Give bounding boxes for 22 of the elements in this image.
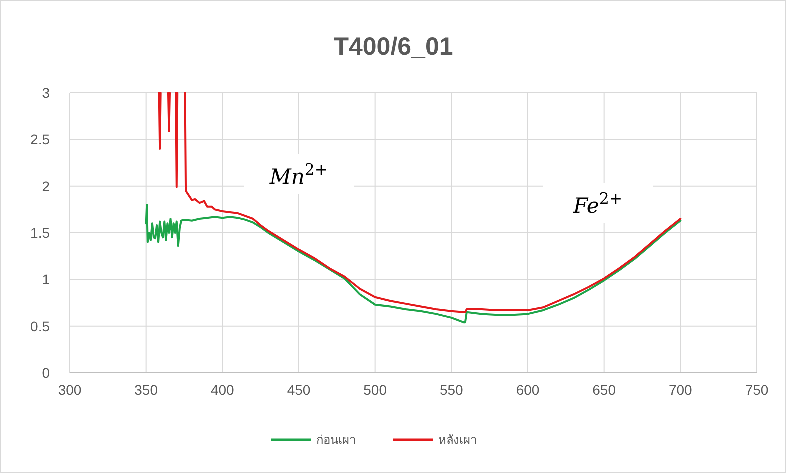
- y-tick-label: 1.5: [30, 225, 50, 241]
- annotation: Mn$^{2+}$: [268, 160, 328, 189]
- chart-title: T400/6_01: [334, 33, 454, 61]
- x-tick-label: 650: [592, 382, 616, 398]
- y-tick-label: 1: [42, 272, 50, 288]
- y-tick-label: 0: [42, 365, 50, 381]
- x-tick-label: 600: [516, 382, 540, 398]
- y-tick-label: 2.5: [30, 132, 50, 148]
- x-tick-label: 300: [58, 382, 82, 398]
- x-tick-label: 750: [745, 382, 769, 398]
- x-tick-label: 400: [210, 382, 235, 398]
- annotation: Fe$^{2+}$: [572, 188, 623, 218]
- y-tick-label: 2: [42, 178, 50, 194]
- legend-label: หลังเผา: [438, 433, 478, 447]
- x-tick-label: 550: [440, 382, 464, 398]
- y-tick-label: 3: [42, 85, 50, 101]
- x-tick-label: 350: [134, 382, 158, 398]
- y-tick-label: 0.5: [30, 318, 50, 334]
- x-tick-label: 700: [668, 382, 693, 398]
- x-tick-label: 500: [364, 382, 388, 398]
- legend-label: ก่อนเผา: [316, 433, 356, 447]
- x-tick-label: 450: [287, 382, 311, 398]
